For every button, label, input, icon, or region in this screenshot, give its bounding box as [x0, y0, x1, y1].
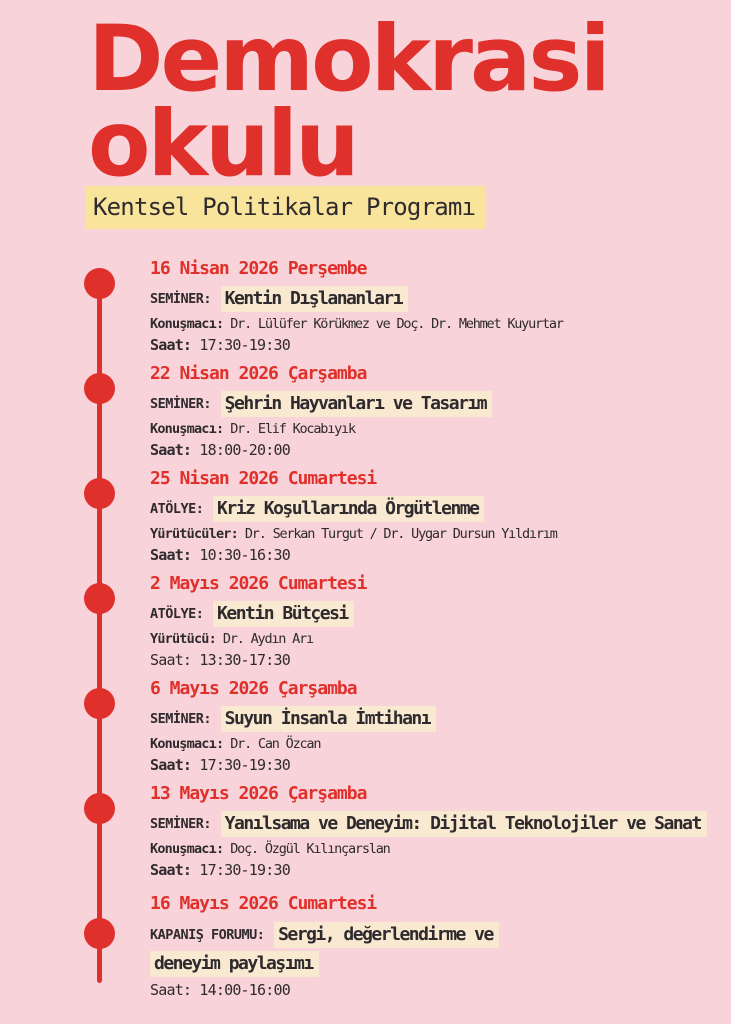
- event-title-line: SEMİNER: Şehrin Hayvanları ve Tasarım: [150, 391, 715, 417]
- event-title: Yanılsama ve Deneyim: Dijital Teknolojil…: [220, 811, 707, 837]
- timeline-entry: 25 Nisan 2026 Cumartesi ATÖLYE: Kriz Koş…: [150, 468, 715, 564]
- speaker-label: Yürütücü:: [150, 631, 217, 647]
- event-title: Kriz Koşullarında Örgütlenme: [213, 496, 485, 522]
- timeline-dot: [84, 478, 115, 509]
- event-speaker-line: Yürütücü: Dr. Aydın Arı: [150, 631, 715, 647]
- timeline-entry: 13 Mayıs 2026 Çarşamba SEMİNER: Yanılsam…: [150, 783, 715, 879]
- event-time-line: Saat: 14:00-16:00: [150, 981, 715, 999]
- event-title-line: KAPANIŞ FORUMU: Sergi, değerlendirme ve: [150, 921, 715, 949]
- time-label: Saat:: [150, 651, 192, 669]
- event-type-label: SEMİNER:: [150, 291, 212, 307]
- timeline-entry: 6 Mayıs 2026 Çarşamba SEMİNER: Suyun İns…: [150, 678, 715, 774]
- page-title-line2: okulu: [88, 91, 360, 197]
- time-label: Saat:: [150, 756, 192, 774]
- event-date: 2 Mayıs 2026 Cumartesi: [150, 573, 367, 594]
- timeline-entry: 2 Mayıs 2026 Cumartesi ATÖLYE: Kentin Bü…: [150, 573, 715, 669]
- speaker-names: Dr. Elif Kocabıyık: [230, 421, 356, 437]
- event-date: 6 Mayıs 2026 Çarşamba: [150, 678, 358, 699]
- time-label: Saat:: [150, 546, 192, 564]
- event-time-line: Saat: 10:30-16:30: [150, 546, 715, 564]
- time-value: 17:30-19:30: [199, 861, 290, 879]
- event-date: 16 Mayıs 2026 Cumartesi: [150, 893, 377, 914]
- timeline-dot: [84, 268, 115, 299]
- timeline-entry: 16 Nisan 2026 Perşembe SEMİNER: Kentin D…: [150, 258, 715, 354]
- event-speaker-line: Konuşmacı: Doç. Özgül Kılınçarslan: [150, 841, 715, 857]
- timeline-dot: [84, 918, 115, 949]
- speaker-label: Konuşmacı:: [150, 316, 224, 332]
- event-title: deneyim paylaşımı: [150, 951, 319, 977]
- speaker-names: Dr. Serkan Turgut / Dr. Uygar Dursun Yıl…: [244, 526, 558, 542]
- event-type-label: SEMİNER:: [150, 711, 212, 727]
- time-value: 14:00-16:00: [199, 981, 290, 999]
- event-date: 16 Nisan 2026 Perşembe: [150, 258, 367, 279]
- speaker-label: Konuşmacı:: [150, 421, 224, 437]
- timeline-dot: [84, 373, 115, 404]
- event-title: Sergi, değerlendirme ve: [274, 922, 499, 948]
- event-title-line: ATÖLYE: Kentin Bütçesi: [150, 601, 715, 627]
- event-time-line: Saat: 17:30-19:30: [150, 756, 715, 774]
- speaker-names: Dr. Aydın Arı: [222, 631, 314, 647]
- speaker-names: Doç. Özgül Kılınçarslan: [230, 841, 391, 857]
- event-date: 13 Mayıs 2026 Çarşamba: [150, 783, 367, 804]
- event-type-label: SEMİNER:: [150, 396, 212, 412]
- timeline-dot: [84, 583, 115, 614]
- time-value: 17:30-19:30: [199, 756, 290, 774]
- event-speaker-line: Konuşmacı: Dr. Can Özcan: [150, 736, 715, 752]
- event-type-label: ATÖLYE:: [150, 606, 204, 622]
- timeline-entry: 16 Mayıs 2026 Cumartesi KAPANIŞ FORUMU: …: [150, 893, 715, 999]
- time-label: Saat:: [150, 861, 192, 879]
- event-speaker-line: Yürütücüler: Dr. Serkan Turgut / Dr. Uyg…: [150, 526, 715, 542]
- time-label: Saat:: [150, 441, 192, 459]
- time-label: Saat:: [150, 336, 192, 354]
- page-title: Demokrasi okulu: [88, 7, 611, 197]
- event-title-line: SEMİNER: Kentin Dışlananları: [150, 286, 715, 312]
- event-title-line: SEMİNER: Yanılsama ve Deneyim: Dijital T…: [150, 811, 715, 837]
- timeline-line: [97, 283, 102, 983]
- speaker-label: Yürütücüler:: [150, 526, 239, 542]
- time-value: 17:30-19:30: [199, 336, 290, 354]
- event-date: 25 Nisan 2026 Cumartesi: [150, 468, 377, 489]
- event-speaker-line: Konuşmacı: Dr. Lülüfer Körükmez ve Doç. …: [150, 316, 715, 332]
- speaker-names: Dr. Lülüfer Körükmez ve Doç. Dr. Mehmet …: [230, 316, 564, 332]
- event-time-line: Saat: 17:30-19:30: [150, 861, 715, 879]
- event-time-line: Saat: 17:30-19:30: [150, 336, 715, 354]
- time-label: Saat:: [150, 981, 192, 999]
- speaker-label: Konuşmacı:: [150, 841, 224, 857]
- event-type-label: ATÖLYE:: [150, 501, 204, 517]
- program-subtitle: Kentsel Politikalar Programı: [85, 186, 486, 229]
- timeline-dot: [84, 688, 115, 719]
- event-title: Suyun İnsanla İmtihanı: [220, 706, 437, 732]
- event-title-line2: deneyim paylaşımı: [150, 951, 715, 977]
- page-title-line1: Demokrasi: [88, 7, 611, 112]
- event-time-line: Saat: 13:30-17:30: [150, 651, 715, 669]
- event-time-line: Saat: 18:00-20:00: [150, 441, 715, 459]
- time-value: 13:30-17:30: [199, 651, 290, 669]
- event-type-label: KAPANIŞ FORUMU:: [150, 927, 265, 943]
- time-value: 10:30-16:30: [199, 546, 290, 564]
- event-title-line: ATÖLYE: Kriz Koşullarında Örgütlenme: [150, 496, 715, 522]
- event-title: Şehrin Hayvanları ve Tasarım: [220, 391, 493, 417]
- event-speaker-line: Konuşmacı: Dr. Elif Kocabıyık: [150, 421, 715, 437]
- speaker-label: Konuşmacı:: [150, 736, 224, 752]
- timeline-entry: 22 Nisan 2026 Çarşamba SEMİNER: Şehrin H…: [150, 363, 715, 459]
- event-title: Kentin Bütçesi: [213, 601, 354, 627]
- event-title: Kentin Dışlananları: [220, 286, 409, 312]
- event-date: 22 Nisan 2026 Çarşamba: [150, 363, 367, 384]
- event-title-line: SEMİNER: Suyun İnsanla İmtihanı: [150, 706, 715, 732]
- speaker-names: Dr. Can Özcan: [230, 736, 321, 752]
- time-value: 18:00-20:00: [199, 441, 290, 459]
- timeline-dot: [84, 793, 115, 824]
- event-type-label: SEMİNER:: [150, 816, 212, 832]
